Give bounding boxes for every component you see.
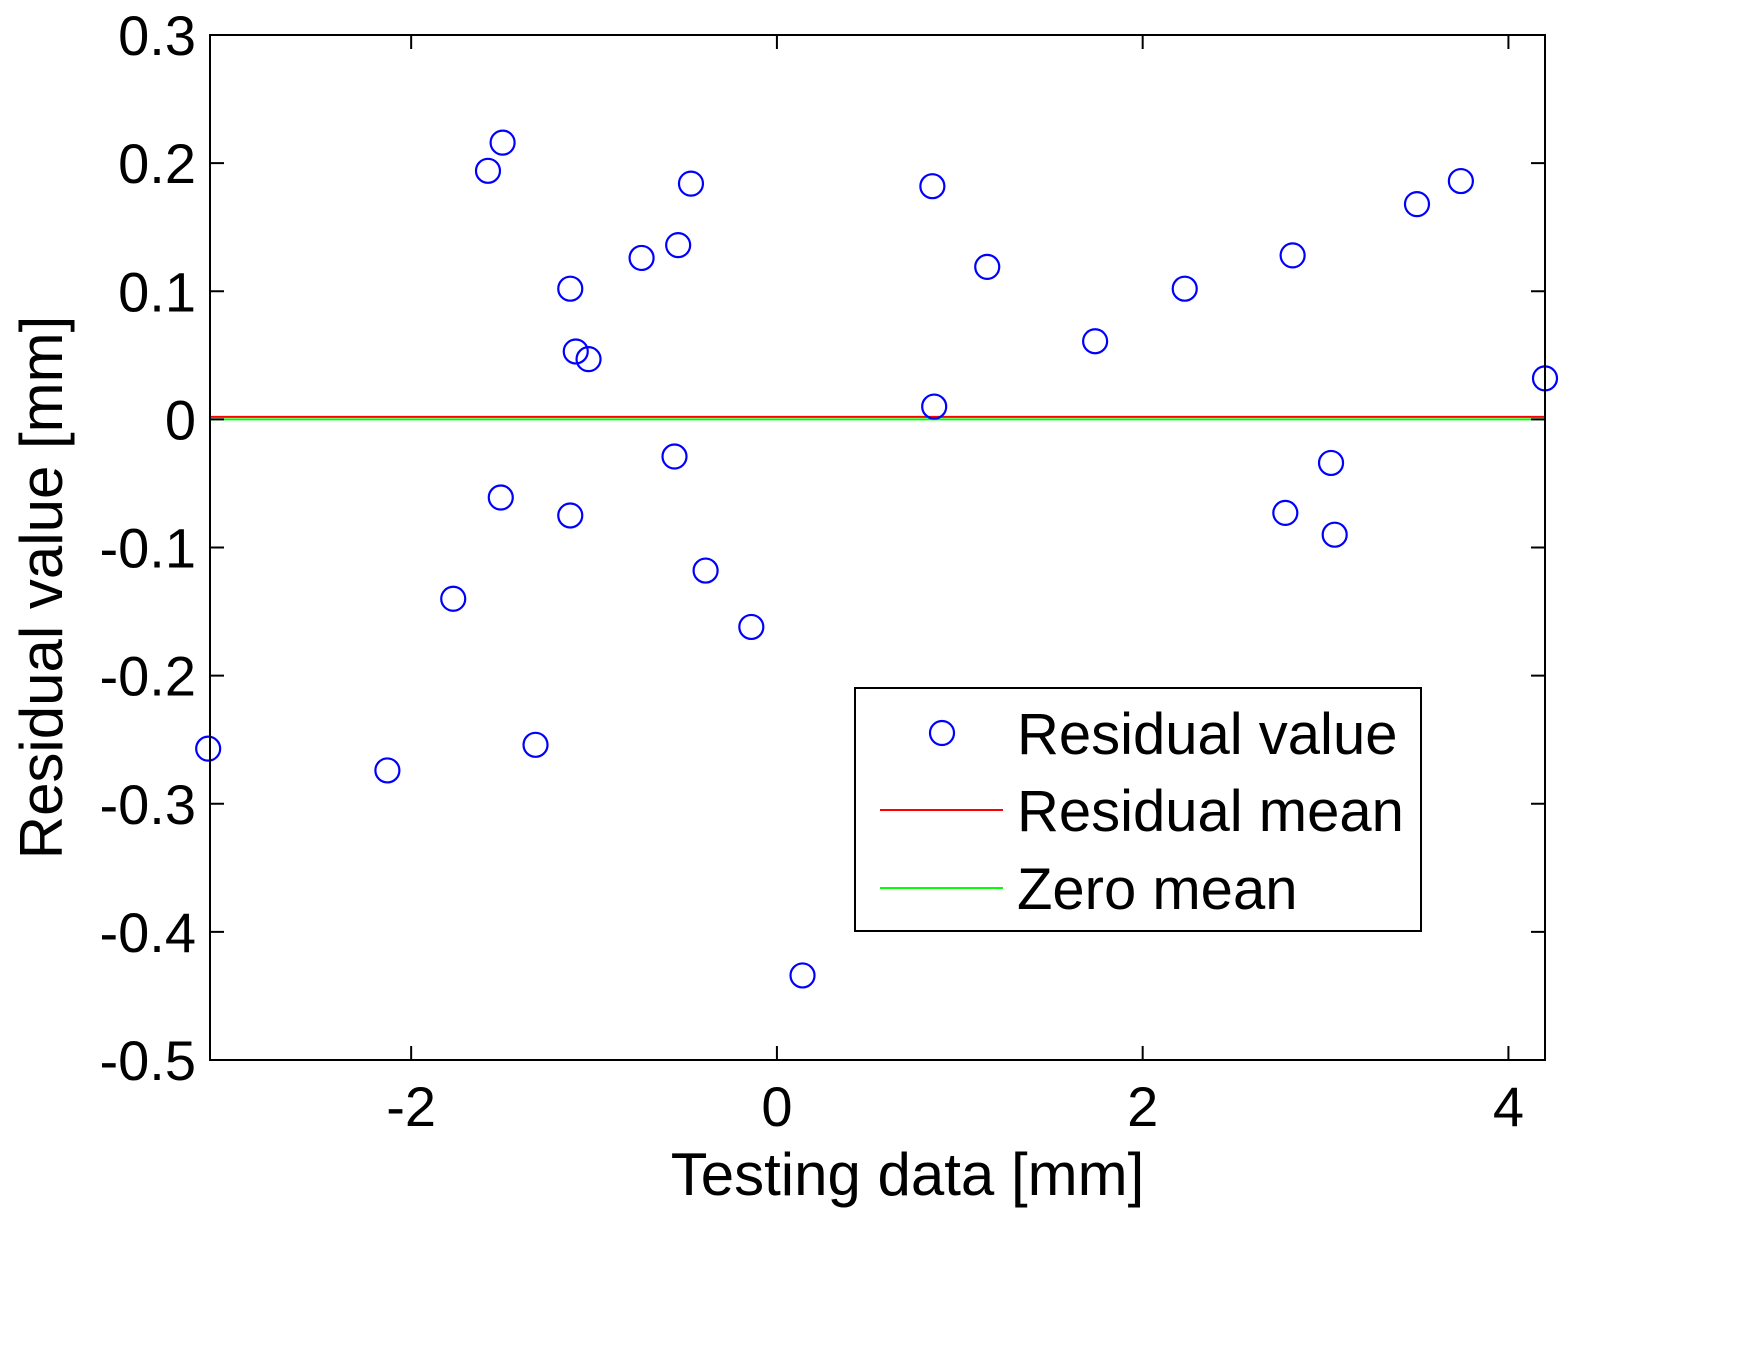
- data-point: [919, 173, 946, 200]
- data-point: [665, 232, 692, 259]
- data-point: [692, 557, 719, 584]
- y-tick-label: 0.1: [118, 260, 196, 323]
- data-point: [789, 962, 816, 989]
- y-tick-label: -0.4: [100, 901, 197, 964]
- y-tick-label: -0.1: [100, 517, 197, 580]
- data-point: [1321, 521, 1348, 548]
- data-point: [1082, 328, 1109, 355]
- y-axis-title: Residual value [mm]: [8, 316, 75, 860]
- data-point: [474, 157, 502, 184]
- data-point: [522, 731, 549, 758]
- legend-label-residual-value: Residual value: [1017, 702, 1397, 767]
- data-point: [440, 585, 467, 612]
- x-tick-label: 2: [1127, 1075, 1158, 1138]
- data-point: [661, 443, 688, 470]
- data-point: [1279, 242, 1306, 269]
- data-point: [195, 735, 222, 762]
- x-tick-label: 4: [1493, 1075, 1524, 1138]
- mean-lines: [210, 415, 1545, 421]
- data-point: [374, 757, 401, 784]
- legend: Residual value Residual mean Zero mean: [854, 687, 1422, 932]
- data-point: [489, 129, 516, 156]
- data-point: [677, 170, 705, 197]
- y-tick-label: 0.3: [118, 4, 196, 67]
- data-point: [1447, 167, 1474, 195]
- data-point: [1171, 275, 1198, 302]
- y-tick-label: -0.3: [100, 773, 197, 836]
- data-point: [557, 502, 584, 529]
- legend-label-zero-mean: Zero mean: [1017, 857, 1297, 922]
- y-tick-label: -0.2: [100, 645, 197, 708]
- x-axis-title: Testing data [mm]: [671, 1141, 1145, 1208]
- data-point: [487, 484, 514, 511]
- data-points: [195, 129, 1559, 989]
- y-tick-labels: 0.3 0.2 0.1 0 -0.1 -0.2 -0.3 -0.4 -0.5: [100, 4, 197, 1092]
- data-point: [1317, 449, 1345, 477]
- data-point: [575, 346, 602, 373]
- data-point: [628, 244, 655, 272]
- x-tick-label: 0: [761, 1075, 792, 1138]
- data-point: [738, 613, 765, 641]
- x-tick-label: -2: [386, 1075, 436, 1138]
- y-tick-label: -0.5: [100, 1029, 197, 1092]
- x-tick-labels: -2 0 2 4: [386, 1075, 1524, 1138]
- data-point: [974, 253, 1001, 281]
- y-tick-label: 0.2: [118, 132, 196, 195]
- data-point: [1272, 499, 1299, 527]
- data-point: [921, 393, 948, 420]
- data-point: [1403, 191, 1431, 218]
- data-point: [562, 338, 589, 365]
- legend-marker-residual-value-icon: [928, 719, 956, 747]
- data-point: [557, 275, 584, 302]
- legend-label-residual-mean: Residual mean: [1017, 779, 1404, 844]
- axis-ticks: [210, 34, 1545, 1061]
- y-tick-label: 0: [165, 388, 196, 451]
